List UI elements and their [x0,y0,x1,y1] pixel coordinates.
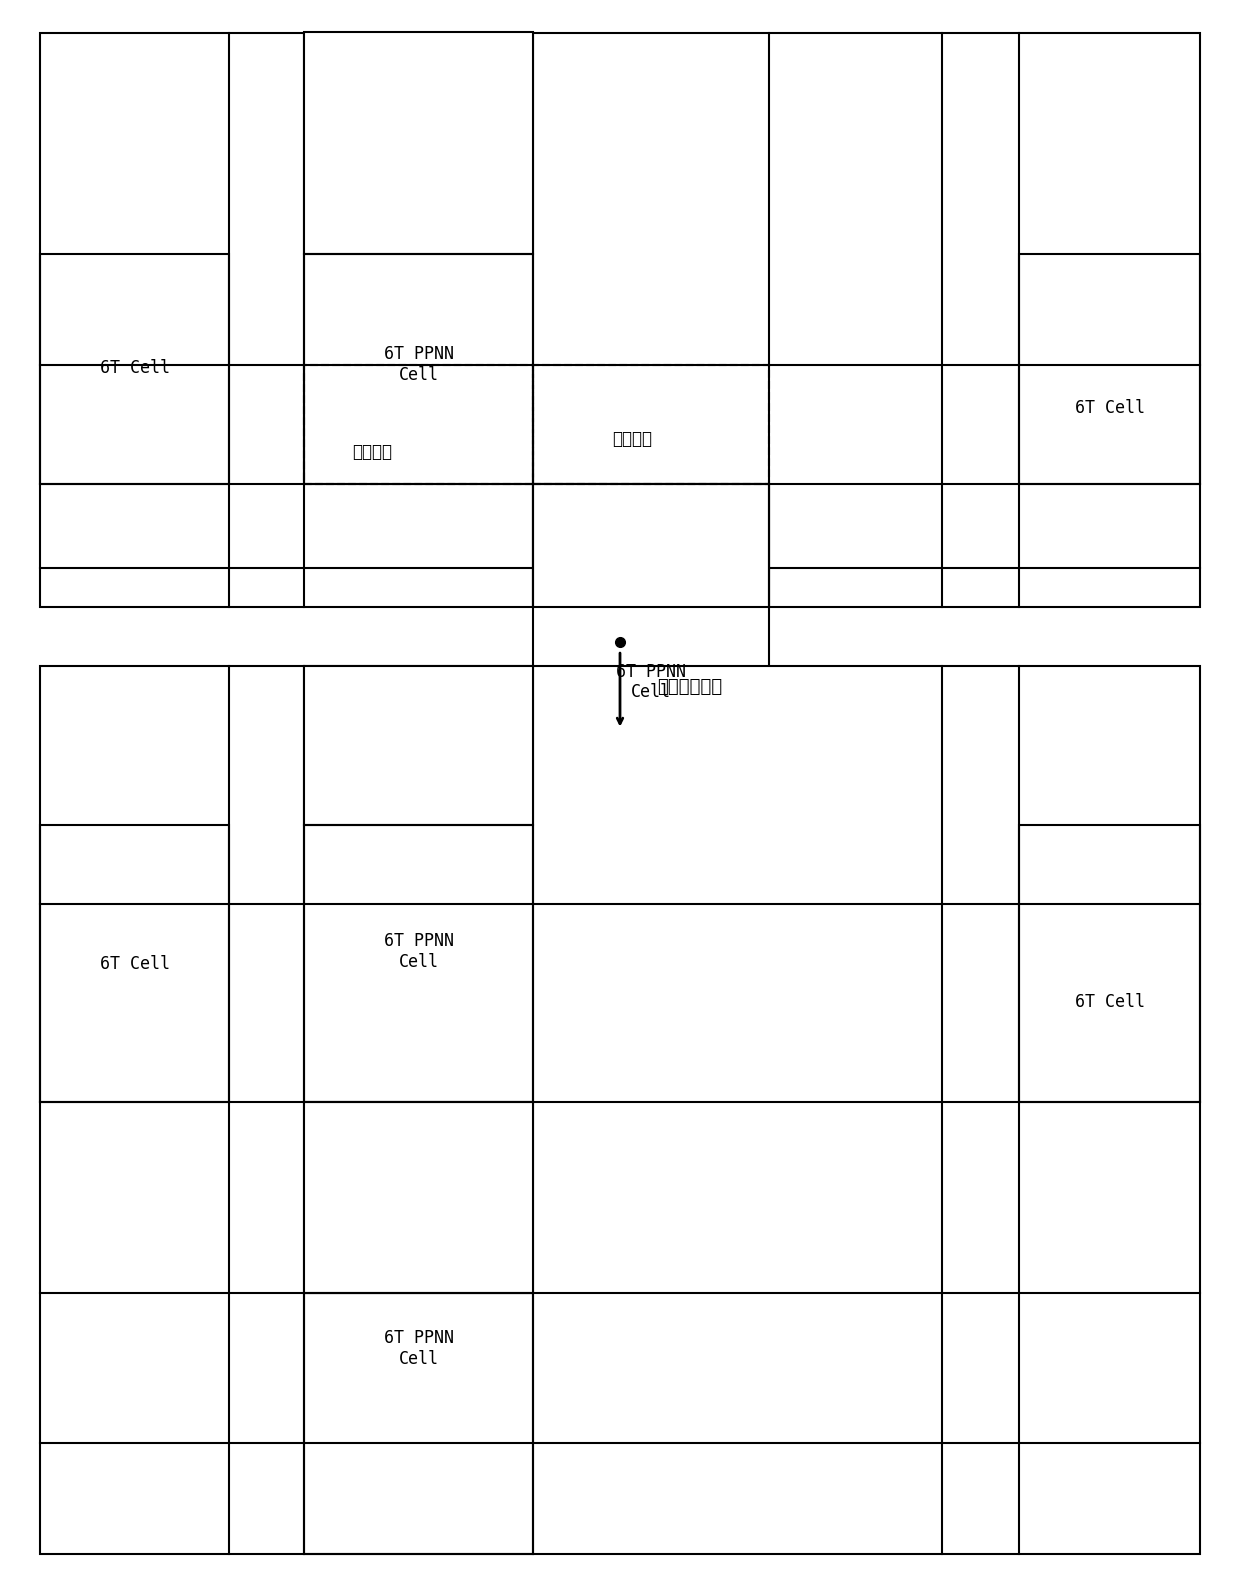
Text: 6T Cell: 6T Cell [100,358,170,377]
Bar [533,365,769,484]
Bar [40,254,229,484]
Bar [1019,825,1200,1102]
Text: 6T Cell: 6T Cell [1075,398,1145,417]
Bar [1019,254,1200,484]
Bar [304,1293,533,1554]
Bar [304,254,533,484]
Bar [304,365,533,484]
Text: 6T PPNN
Cell: 6T PPNN Cell [384,933,454,971]
Text: 片段效应: 片段效应 [352,442,392,462]
Text: 6T Cell: 6T Cell [100,955,170,974]
Bar [304,32,533,254]
Text: 片段效应: 片段效应 [613,430,652,449]
Text: 6T PPNN
Cell: 6T PPNN Cell [384,346,454,384]
Bar [533,484,769,607]
Text: 减少片段效应: 减少片段效应 [657,677,723,696]
Bar [304,825,533,1102]
Text: 6T PPNN
Cell: 6T PPNN Cell [616,663,686,701]
Bar [40,33,1200,607]
Text: 6T Cell: 6T Cell [1075,993,1145,1012]
Bar [304,666,533,825]
Bar [304,1102,533,1293]
Bar [40,825,229,1102]
Bar [40,666,1200,1554]
Text: 6T PPNN
Cell: 6T PPNN Cell [384,1329,454,1367]
Bar [533,484,769,793]
